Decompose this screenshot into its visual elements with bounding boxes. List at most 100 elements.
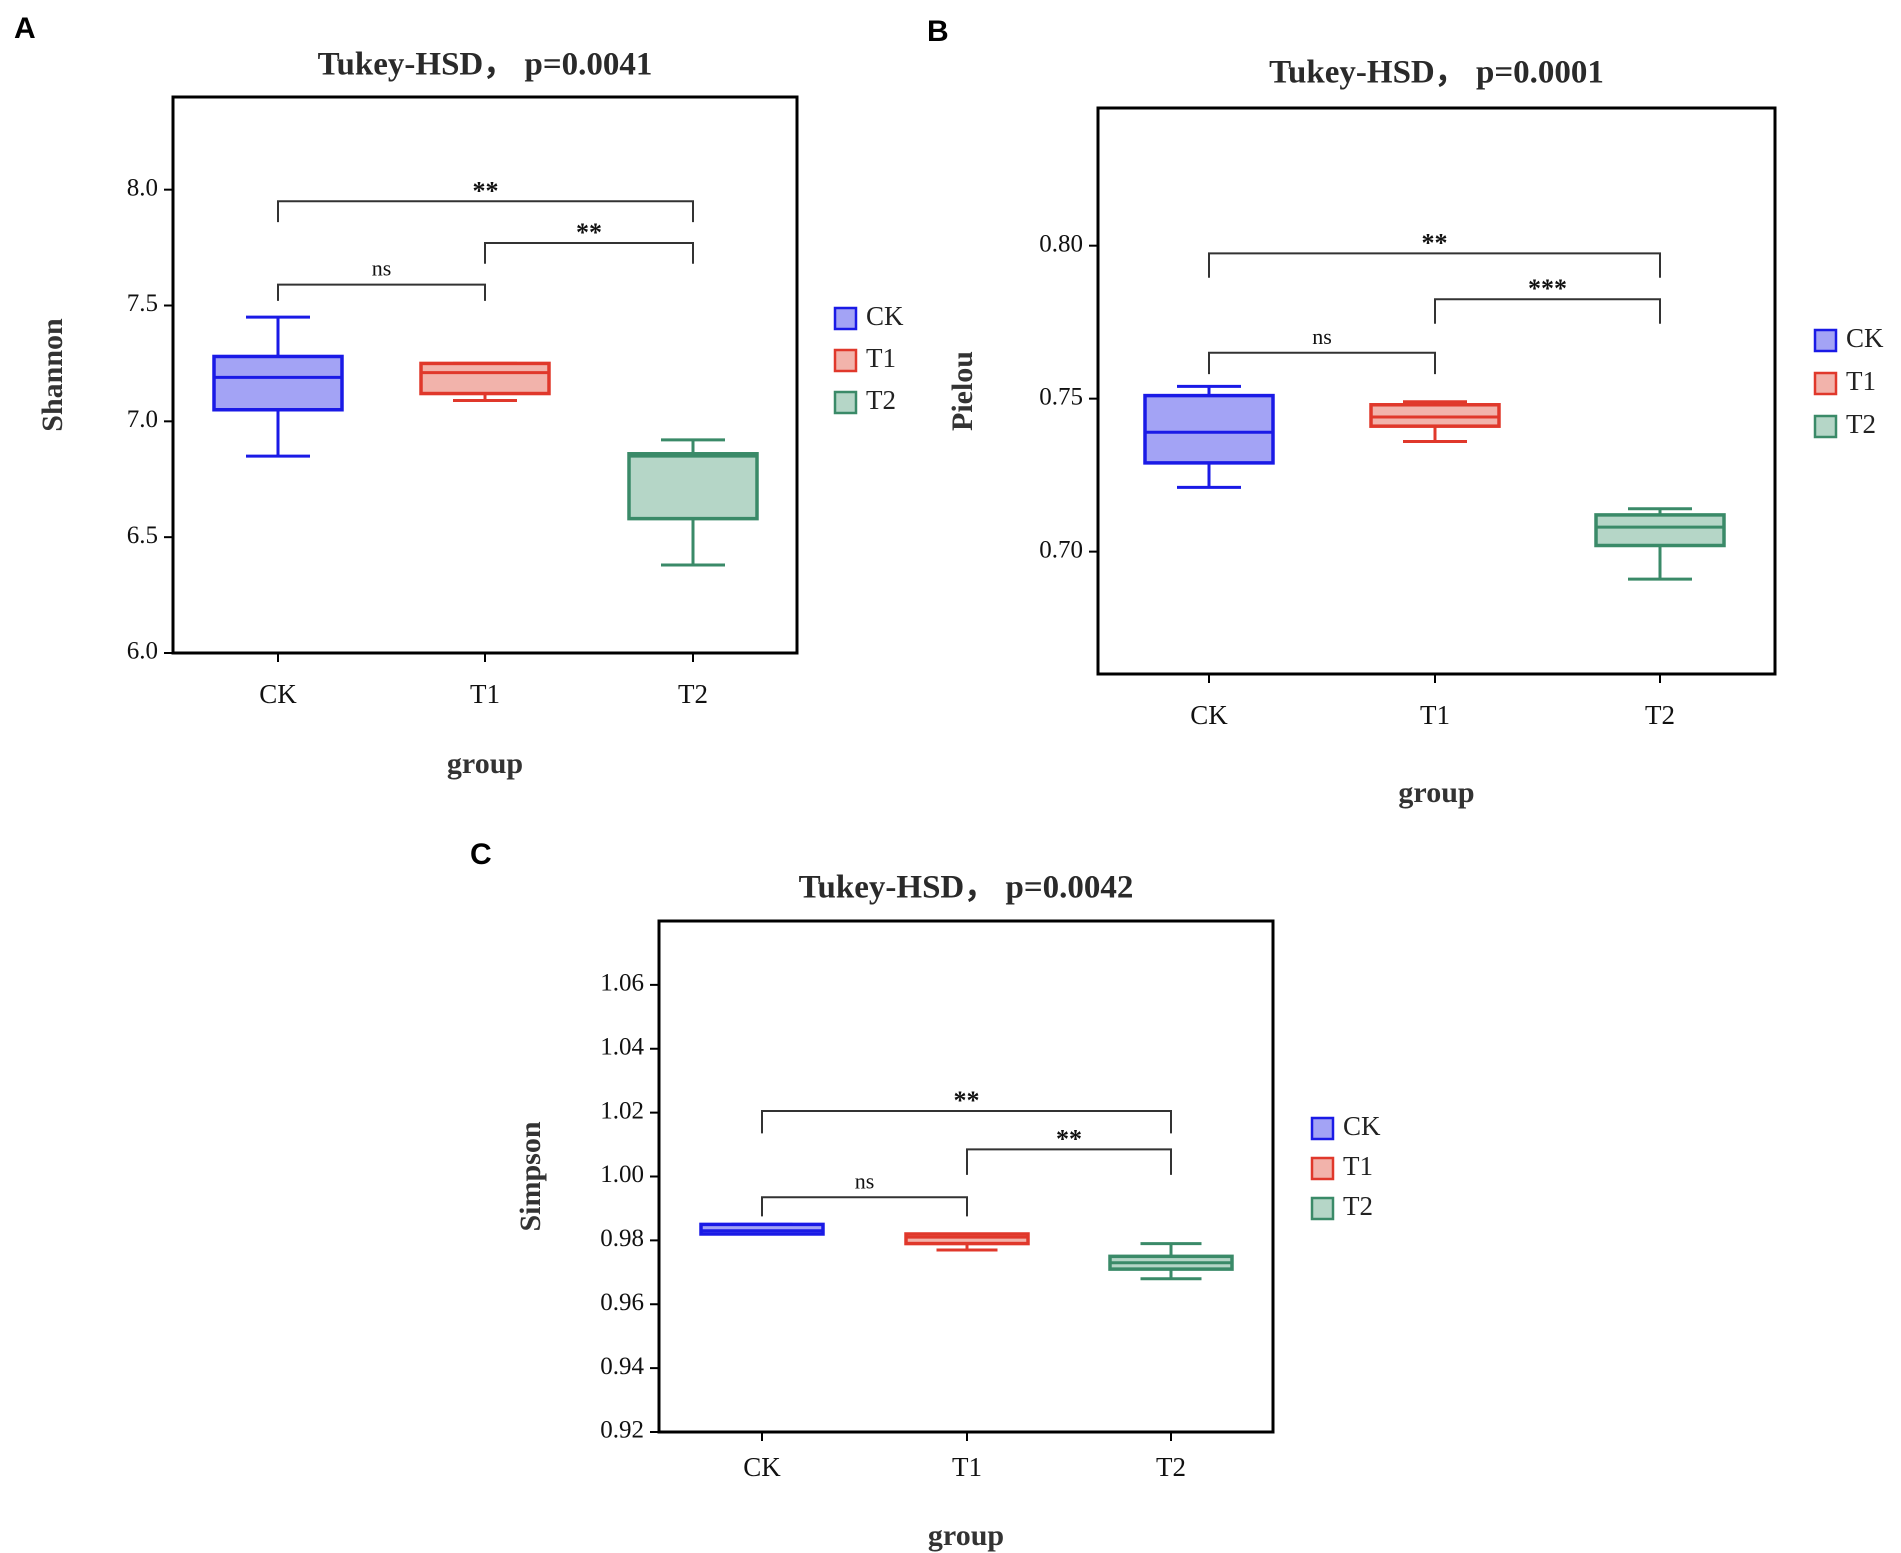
legend-label: T2 (866, 385, 896, 415)
legend-swatch (1310, 1196, 1335, 1221)
significance-bracket: ** (277, 176, 694, 223)
significance-bracket: ** (484, 218, 694, 264)
y-tick-label: 1.04 (600, 1033, 644, 1060)
legend-swatch (833, 348, 858, 373)
chart-title: Tukey-HSD， p=0.0041 (318, 47, 653, 83)
chart-title: Tukey-HSD， p=0.0001 (1269, 55, 1604, 91)
box-iqr (1594, 513, 1726, 548)
legend-item-t1: T1 (833, 343, 896, 373)
bracket-line (1434, 298, 1661, 324)
panel-c-simpson: C Tukey-HSD， p=0.0042 0.92 0.94 0.96 0.98 1.00… (470, 838, 1381, 1552)
legend-item-t2: T2 (833, 385, 896, 415)
y-tick-label: 0.98 (600, 1225, 644, 1252)
legend-swatch (833, 306, 858, 331)
legend-label: T1 (1343, 1151, 1373, 1181)
y-tick-label: 7.5 (127, 290, 158, 317)
significance-bracket: ns (1208, 324, 1436, 375)
legend-item-t1: T1 (1813, 366, 1876, 396)
legend-swatch (1813, 414, 1838, 439)
significance-label: *** (1528, 274, 1567, 303)
box-iqr (1143, 393, 1275, 465)
x-tick-label: T2 (678, 679, 708, 709)
legend-item-t1: T1 (1310, 1151, 1373, 1181)
y-tick-label: 0.96 (600, 1289, 644, 1316)
x-tick-label: CK (743, 1452, 781, 1482)
legend-swatch (1310, 1156, 1335, 1181)
significance-bracket: ** (1208, 228, 1661, 278)
bracket-line (761, 1196, 968, 1217)
significance-label: ns (855, 1168, 875, 1193)
box-ck (212, 315, 344, 458)
bracket-line (966, 1148, 1172, 1175)
significance-label: ** (954, 1086, 980, 1115)
significance-label: ** (1422, 228, 1448, 257)
box-t2 (627, 438, 759, 567)
box-t1 (419, 361, 551, 402)
y-tick-label: 6.0 (127, 638, 158, 665)
x-tick-label: CK (1190, 700, 1228, 730)
y-tick-label: 1.06 (600, 970, 644, 997)
significance-label: ** (576, 218, 602, 247)
legend-item-t2: T2 (1813, 409, 1876, 439)
box-iqr (627, 452, 759, 521)
y-tick-label: 0.80 (1039, 230, 1083, 257)
y-tick-label: 0.70 (1039, 536, 1083, 563)
panel-letter: C (470, 838, 492, 871)
plot-frame (1096, 106, 1777, 676)
panel-letter: A (14, 12, 36, 45)
bracket-line (1208, 351, 1436, 375)
y-tick-label: 6.5 (127, 522, 158, 549)
legend-item-ck: CK (1310, 1111, 1381, 1141)
significance-bracket: ** (761, 1086, 1172, 1134)
box-iqr (1369, 403, 1501, 428)
legend-swatch (1813, 371, 1838, 396)
x-axis-label: group (1398, 776, 1474, 809)
significance-bracket: *** (1434, 274, 1661, 324)
box-iqr (419, 361, 551, 396)
y-tick-label: 0.75 (1039, 383, 1083, 410)
y-axis-label: Simpson (514, 1121, 547, 1231)
legend-label: T2 (1846, 409, 1876, 439)
x-tick-label: T1 (952, 1452, 982, 1482)
legend-item-t2: T2 (1310, 1191, 1373, 1221)
legend-label: CK (1846, 323, 1884, 353)
legend-label: T1 (866, 343, 896, 373)
x-axis-label: group (447, 747, 523, 780)
y-axis-label: Pielou (946, 351, 979, 431)
bracket-line (277, 283, 486, 301)
x-tick-label: T2 (1645, 700, 1675, 730)
x-axis-label: group (928, 1519, 1004, 1552)
plot-frame (657, 919, 1275, 1434)
significance-label: ns (372, 256, 392, 281)
legend-label: T1 (1846, 366, 1876, 396)
y-tick-label: 8.0 (127, 174, 158, 201)
bracket-line (277, 200, 694, 223)
box-ck (1143, 384, 1275, 489)
legend-label: CK (866, 301, 904, 331)
box-t2 (1108, 1242, 1234, 1281)
panel-a-shannon: A Tukey-HSD， p=0.0041 6.0 6.5 7.0 7.5 8.0 CK T1 T… (14, 12, 904, 780)
box-t1 (904, 1232, 1030, 1252)
x-tick-label: CK (259, 679, 297, 709)
x-tick-label: T1 (1420, 700, 1450, 730)
legend-label: T2 (1343, 1191, 1373, 1221)
box-t1 (1369, 400, 1501, 443)
y-tick-label: 7.0 (127, 406, 158, 433)
y-tick-label: 0.94 (600, 1353, 644, 1380)
legend-label: CK (1343, 1111, 1381, 1141)
chart-title: Tukey-HSD， p=0.0042 (799, 870, 1134, 906)
box-t2 (1594, 507, 1726, 581)
significance-bracket: ns (277, 256, 486, 301)
significance-bracket: ** (966, 1124, 1172, 1175)
y-axis-label: Shannon (36, 318, 69, 432)
box-iqr (212, 354, 344, 412)
bracket-line (761, 1110, 1172, 1134)
significance-label: ** (1056, 1124, 1082, 1153)
significance-label: ** (473, 176, 499, 205)
y-tick-label: 1.00 (600, 1161, 644, 1188)
y-tick-label: 1.02 (600, 1097, 644, 1124)
bracket-line (1208, 252, 1661, 278)
box-iqr (699, 1222, 825, 1236)
x-tick-label: T2 (1156, 1452, 1186, 1482)
